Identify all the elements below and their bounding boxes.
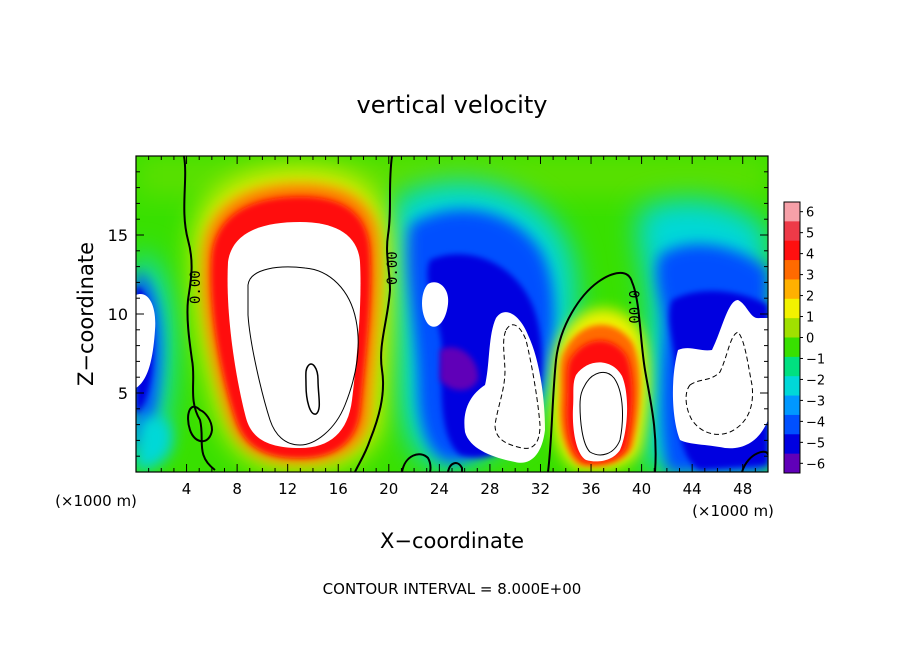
colorbar-swatch xyxy=(784,356,800,377)
colorbar-swatch xyxy=(784,279,800,300)
colorbar: 6 5 4 3 2 1 0 −1 −2 −3 −4 −5 −6 xyxy=(783,201,825,474)
contour-zero-6 xyxy=(447,462,463,472)
contour-label-2: 0.00 xyxy=(385,251,401,285)
x-tick-label: 8 xyxy=(232,480,242,498)
x-tick-label: 40 xyxy=(632,480,651,498)
contour-label-3: 0.00 xyxy=(625,290,641,324)
x-tick-label: 44 xyxy=(683,480,702,498)
colorbar-tick-label: 2 xyxy=(806,290,814,305)
x-unit-left: (×1000 m) xyxy=(55,492,137,510)
colorbar-tick-label: −1 xyxy=(806,352,825,367)
contour-zero-2 xyxy=(354,156,393,472)
downdraft-right xyxy=(637,199,768,472)
contour-label-1: 0.00 xyxy=(188,270,204,304)
colorbar-swatch xyxy=(784,337,800,358)
contour-lines xyxy=(183,156,768,472)
velocity-field: 0.00 0.00 0.00 xyxy=(136,156,768,472)
colorbar-swatch xyxy=(784,318,800,338)
colorbar-tick-label: −3 xyxy=(806,394,825,409)
x-tick-label: 24 xyxy=(430,480,449,498)
updraft-left xyxy=(194,170,391,470)
colorbar-tick-label: −2 xyxy=(806,373,825,388)
colorbar-swatch xyxy=(784,395,800,416)
y-axis: 5 10 15 xyxy=(108,171,768,457)
x-tick-label: 36 xyxy=(581,480,600,498)
colorbar-swatch xyxy=(784,221,800,242)
colorbar-tick-label: 5 xyxy=(806,227,814,242)
contour-zero-3 xyxy=(547,272,657,472)
colorbar-swatch xyxy=(784,298,800,319)
x-axis: 4 8 12 16 20 24 28 32 36 40 44 48 xyxy=(148,156,756,498)
contour-zero-4 xyxy=(187,405,214,443)
colorbar-swatch xyxy=(784,260,800,280)
colorbar-tick-label: 3 xyxy=(806,269,814,284)
x-tick-label: 48 xyxy=(733,480,752,498)
colorbar-tick-label: −4 xyxy=(806,415,825,430)
contour-pos-3 xyxy=(579,371,623,456)
x-tick-label: 20 xyxy=(379,480,398,498)
x-tick-label: 28 xyxy=(480,480,499,498)
contour-zero-5 xyxy=(401,453,432,472)
y-tick-label: 10 xyxy=(108,305,128,324)
colorbar-tick-label: 0 xyxy=(806,332,814,347)
contour-interval-footer: CONTOUR INTERVAL = 8.000E+00 xyxy=(323,580,582,598)
colorbar-swatch xyxy=(784,434,800,455)
y-tick-label: 15 xyxy=(108,226,128,245)
x-tick-label: 16 xyxy=(329,480,348,498)
contour-zero-1 xyxy=(183,156,216,471)
x-tick-label: 32 xyxy=(531,480,550,498)
x-axis-label: X−coordinate xyxy=(380,529,524,553)
downdraft-middle xyxy=(388,181,577,470)
updraft-right xyxy=(551,308,649,471)
chart-title: vertical velocity xyxy=(357,91,548,119)
colorbar-tick-label: −6 xyxy=(806,457,825,472)
y-axis-label: Z−coordinate xyxy=(74,242,98,386)
colorbar-tick-label: 6 xyxy=(806,206,814,221)
colorbar-swatch xyxy=(784,240,800,261)
y-tick-label: 5 xyxy=(118,384,128,403)
x-tick-label: 4 xyxy=(182,480,192,498)
contour-pos-1 xyxy=(247,266,359,446)
downdraft-left xyxy=(136,250,173,470)
colorbar-tick-label: 1 xyxy=(806,311,814,326)
colorbar-swatch xyxy=(784,376,800,397)
contour-pos-2 xyxy=(305,363,321,415)
x-tick-label: 12 xyxy=(278,480,297,498)
colorbar-swatch xyxy=(784,453,800,474)
colorbar-swatch xyxy=(784,202,800,222)
colorbar-tick-label: 4 xyxy=(806,248,814,263)
contour-neg-2 xyxy=(685,331,754,435)
colorbar-tick-label: −5 xyxy=(806,436,825,451)
x-unit-right: (×1000 m) xyxy=(692,502,774,520)
colorbar-swatch xyxy=(784,414,800,435)
